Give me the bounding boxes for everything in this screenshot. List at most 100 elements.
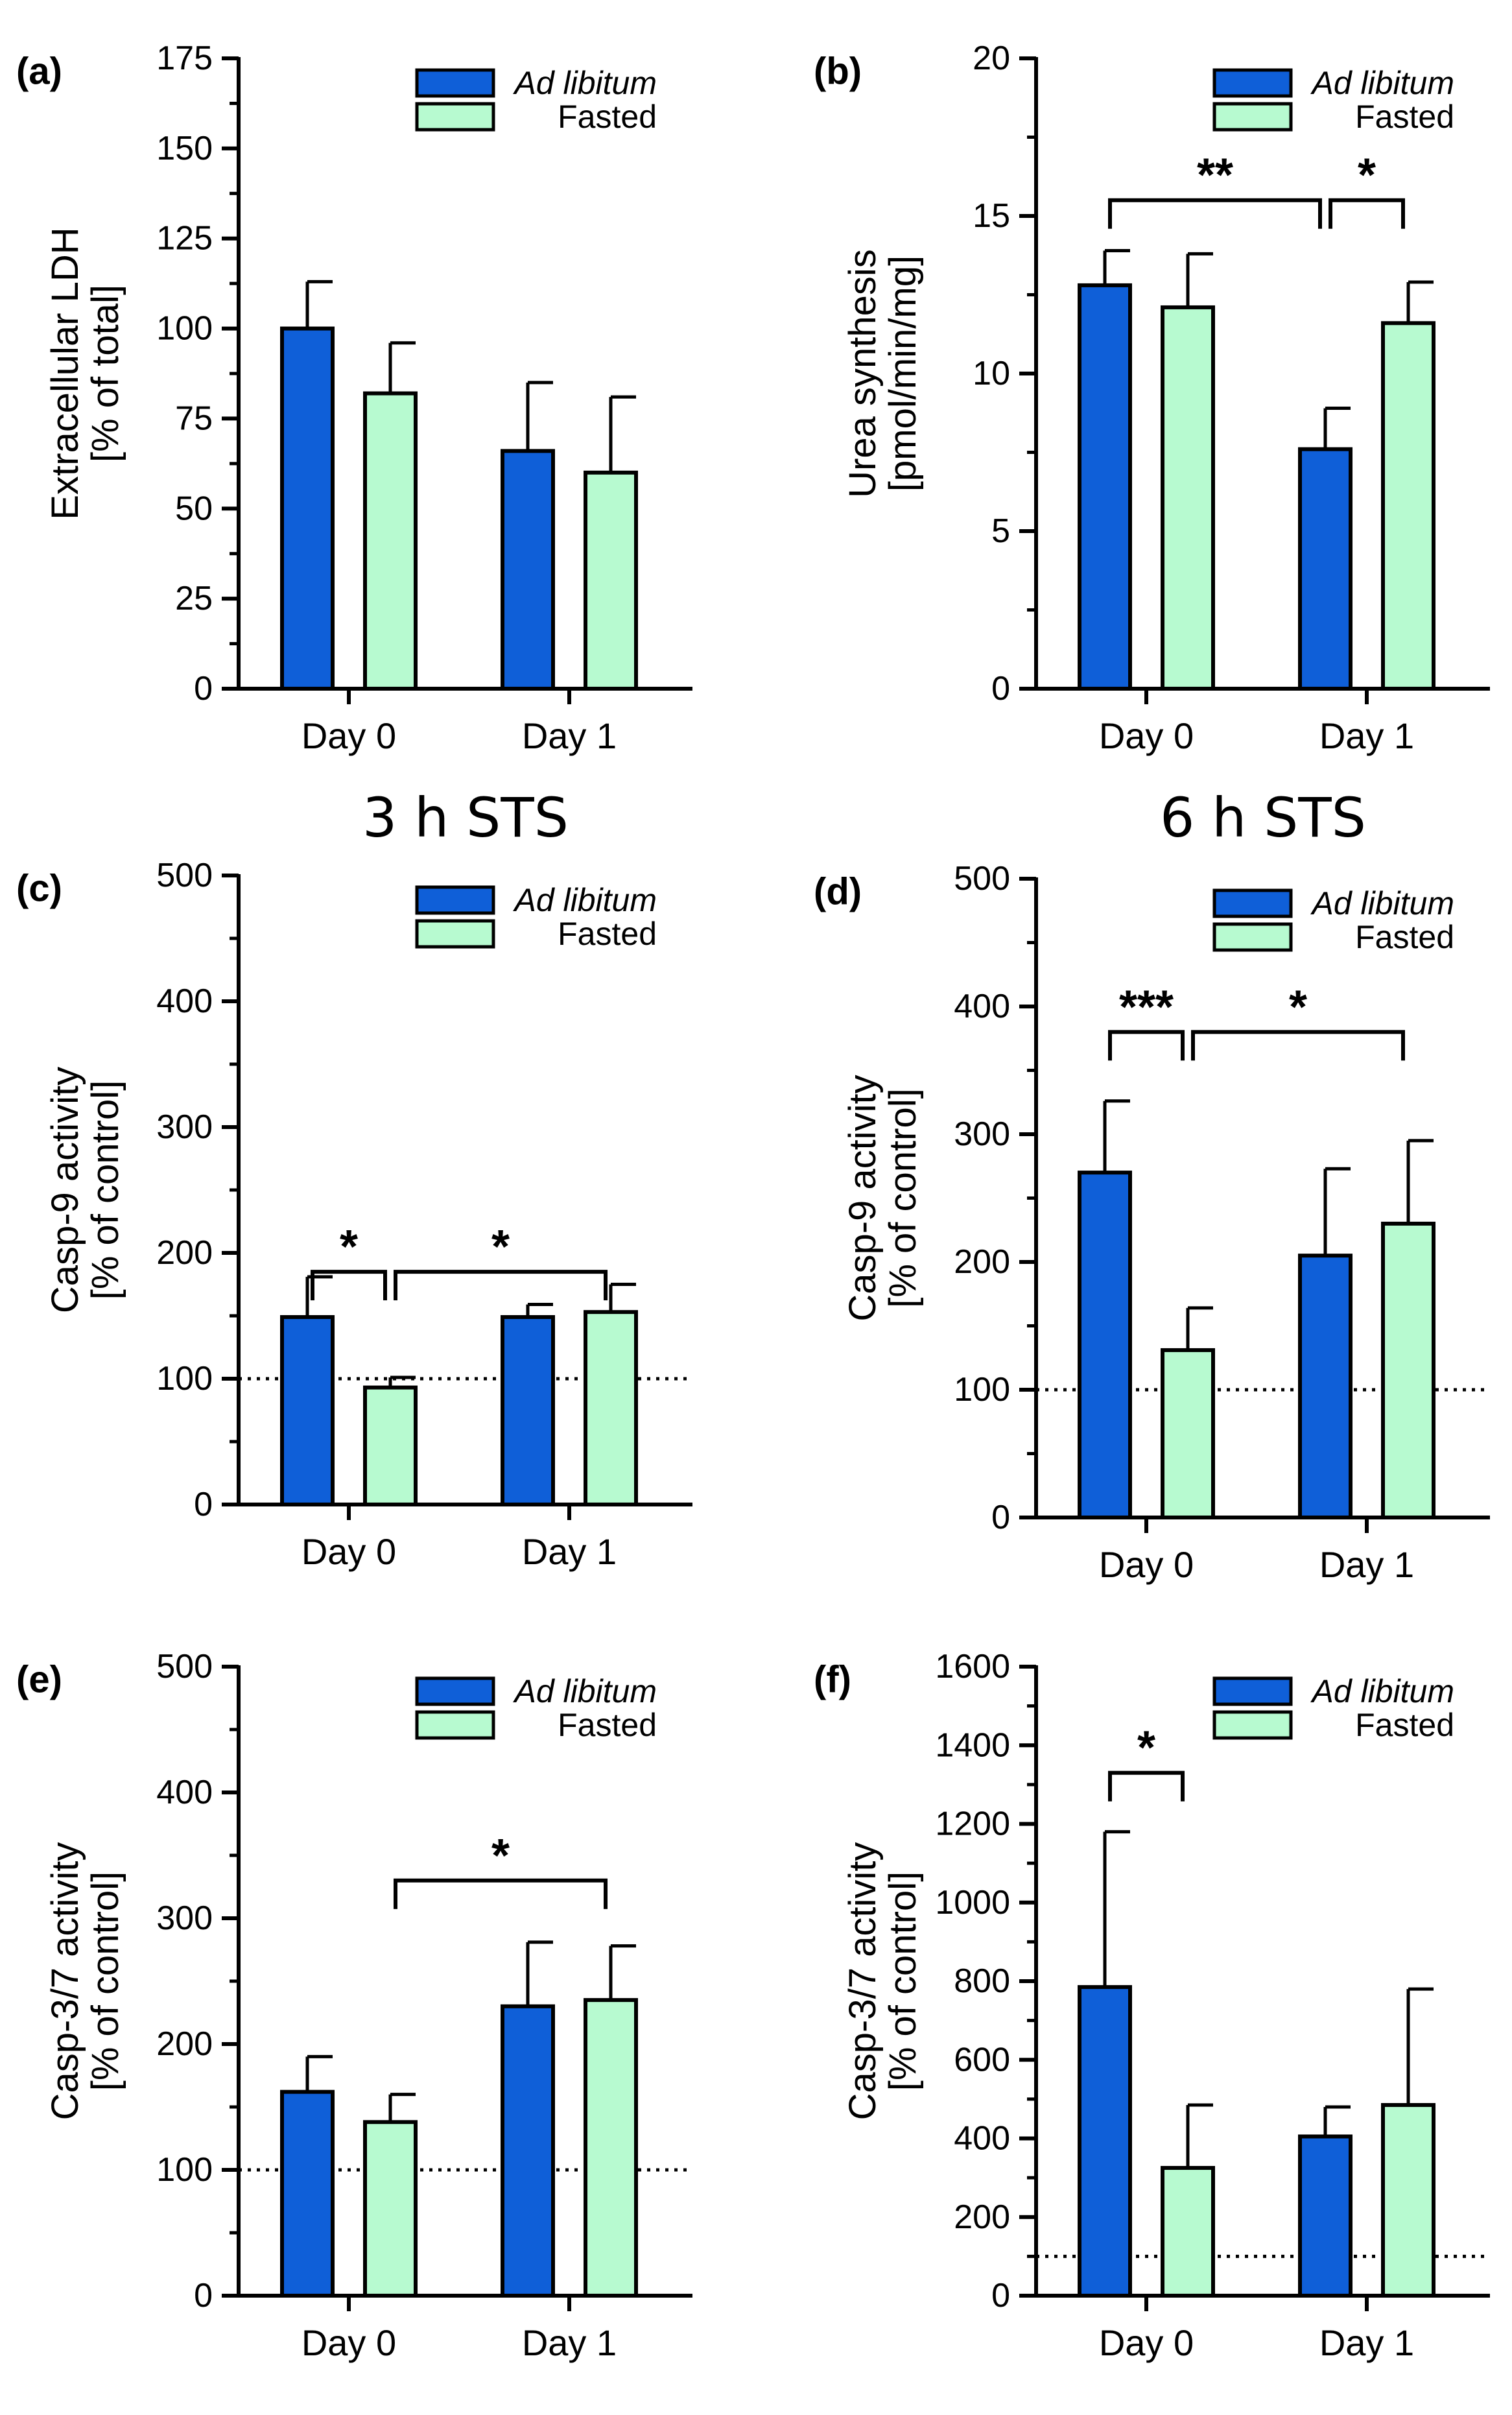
panel-d: (d) 6 h STS Casp-9 activity[% of control] 0… — [814, 786, 1490, 1585]
y-tick-label: 200 — [954, 2198, 1010, 2236]
panel-f: (f) Casp-3/7 activity[% of control] 0 200 40… — [814, 1648, 1490, 2363]
legend-label-ad-libitum: Ad libitum — [1310, 65, 1454, 101]
bar-fasted-day-0 — [363, 1385, 418, 1507]
significance-label: ** — [1197, 150, 1233, 202]
legend-label-fasted: Fasted — [1355, 99, 1454, 135]
y-tick-label: 150 — [156, 130, 213, 167]
significance-label: * — [491, 1830, 510, 1882]
y-tick-label: 50 — [175, 490, 213, 527]
bar-fasted-day-1 — [1381, 2102, 1435, 2298]
bar-fasted-day-0 — [1161, 2165, 1215, 2298]
legend-swatch-ad-libitum — [1212, 68, 1293, 98]
y-tick-label: 125 — [156, 220, 213, 257]
bar-ad-libitum-day-0 — [280, 2089, 335, 2298]
legend-label-fasted: Fasted — [1355, 1707, 1454, 1743]
y-tick-label: 400 — [954, 2120, 1010, 2158]
bar-fasted-day-1 — [584, 1310, 638, 1507]
y-tick-label: 0 — [194, 670, 213, 708]
bar-fasted-day-0 — [363, 2120, 418, 2298]
panel-c: (c) 3 h STS Casp-9 activity[% of control] 0… — [16, 786, 692, 1572]
x-tick-label: Day 0 — [301, 2322, 396, 2363]
y-tick-label: 100 — [954, 1371, 1010, 1409]
legend-label-ad-libitum: Ad libitum — [1310, 1673, 1454, 1709]
panel-b: (b) Urea synthesis[pmol/min/mg] 0 5 10 15 20 Da… — [814, 40, 1490, 756]
y-axis-label-line-2: [% of control] — [84, 1080, 126, 1300]
bar-ad-libitum-day-1 — [501, 449, 555, 691]
y-tick-label: 0 — [991, 1499, 1010, 1536]
legend-label-ad-libitum: Ad libitum — [1310, 885, 1454, 922]
significance-bracket — [1108, 1030, 1185, 1061]
x-tick-label: Day 0 — [301, 715, 396, 756]
x-tick-label: Day 1 — [522, 715, 617, 756]
significance-label: * — [1358, 150, 1376, 202]
y-tick-label: 0 — [194, 2277, 213, 2314]
y-tick-label: 100 — [156, 1360, 213, 1398]
y-tick-label: 300 — [156, 1108, 213, 1146]
significance-bracket — [1108, 1770, 1185, 1802]
y-axis-label-line-2: [% of control] — [882, 1088, 924, 1307]
y-tick-label: 0 — [991, 2277, 1010, 2314]
significance-label: *** — [1119, 981, 1174, 1033]
bar-ad-libitum-day-0 — [1078, 283, 1132, 691]
panel-label: (d) — [814, 871, 862, 913]
panel-a: (a) Extracellular LDH[% of total] 0 25 50 75 1… — [16, 40, 692, 756]
y-tick-label: 5 — [991, 512, 1010, 550]
bar-ad-libitum-day-0 — [280, 326, 335, 691]
bar-ad-libitum-day-0 — [280, 1315, 335, 1506]
bar-fasted-day-1 — [1381, 1221, 1435, 1520]
legend-swatch-ad-libitum — [415, 885, 495, 915]
significance-bracket — [1108, 198, 1322, 229]
legend-label-fasted: Fasted — [558, 916, 657, 952]
panel-title: 3 h STS — [362, 786, 569, 850]
bar-ad-libitum-day-1 — [1298, 447, 1353, 691]
significance-bracket — [1329, 198, 1405, 229]
y-tick-label: 600 — [954, 2041, 1010, 2078]
y-tick-label: 1400 — [935, 1726, 1010, 1764]
y-tick-label: 500 — [954, 860, 1010, 898]
bar-fasted-day-0 — [1161, 305, 1215, 691]
significance-bracket — [394, 1270, 608, 1301]
significance-bracket — [311, 1270, 387, 1301]
y-tick-label: 1000 — [935, 1884, 1010, 1921]
panel-label: (a) — [16, 51, 62, 93]
y-axis-label-line-1: Casp-3/7 activity — [842, 1842, 884, 2121]
y-axis-label-line-2: [pmol/min/mg] — [882, 256, 924, 492]
significance-label: * — [340, 1221, 358, 1273]
legend-swatch-fasted — [415, 919, 495, 949]
y-tick-label: 175 — [156, 40, 213, 77]
legend-swatch-fasted — [1212, 102, 1293, 132]
y-axis-label-line-1: Urea synthesis — [842, 249, 884, 498]
y-tick-label: 100 — [156, 310, 213, 348]
y-tick-label: 500 — [156, 857, 213, 894]
y-tick-label: 300 — [954, 1115, 1010, 1153]
y-tick-label: 15 — [973, 197, 1010, 235]
significance-bracket — [1191, 1030, 1405, 1061]
x-tick-label: Day 0 — [1099, 715, 1194, 756]
y-tick-label: 25 — [175, 580, 213, 617]
panel-title: 6 h STS — [1160, 786, 1366, 850]
y-tick-label: 20 — [973, 40, 1010, 77]
y-tick-label: 75 — [175, 399, 213, 437]
y-tick-label: 10 — [973, 355, 1010, 392]
bar-ad-libitum-day-0 — [1078, 1985, 1132, 2298]
y-tick-label: 400 — [954, 988, 1010, 1025]
panel-label: (f) — [814, 1659, 851, 1701]
y-axis-label-line-2: [% of control] — [882, 1872, 924, 2091]
bar-fasted-day-0 — [1161, 1348, 1215, 1519]
panel-label: (e) — [16, 1659, 62, 1701]
legend-swatch-fasted — [415, 102, 495, 132]
bar-ad-libitum-day-1 — [501, 1315, 555, 1506]
bar-ad-libitum-day-1 — [1298, 2134, 1353, 2298]
y-tick-label: 0 — [991, 670, 1010, 708]
bar-ad-libitum-day-0 — [1078, 1171, 1132, 1519]
y-tick-label: 1200 — [935, 1805, 1010, 1843]
y-tick-label: 200 — [156, 1234, 213, 1272]
panel-e: (e) Casp-3/7 activity[% of control] 0 100 20… — [16, 1648, 692, 2363]
y-axis-label-line-2: [% of total] — [84, 285, 126, 462]
legend-swatch-ad-libitum — [1212, 1676, 1293, 1706]
legend-label-fasted: Fasted — [558, 99, 657, 135]
x-tick-label: Day 1 — [1319, 715, 1414, 756]
bar-ad-libitum-day-1 — [501, 2004, 555, 2298]
y-tick-label: 500 — [156, 1648, 213, 1685]
y-tick-label: 300 — [156, 1899, 213, 1937]
